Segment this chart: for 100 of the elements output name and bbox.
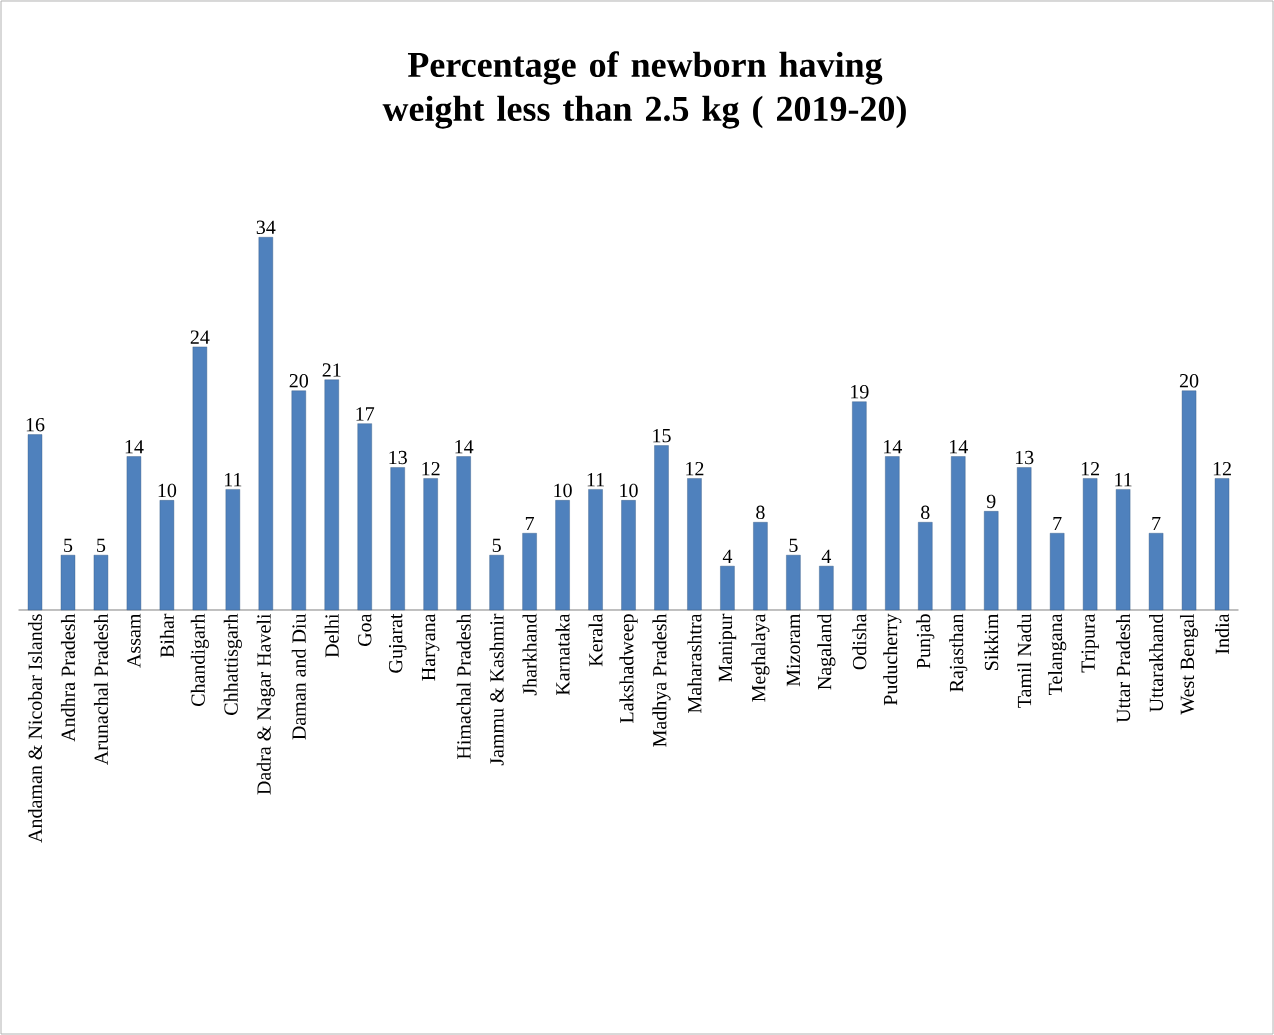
data-label: 24	[190, 330, 210, 344]
x-tick-label: India	[1215, 613, 1230, 654]
bar	[555, 500, 570, 611]
data-label: 7	[1152, 516, 1161, 531]
data-label: 7	[1053, 516, 1062, 531]
x-tick-label: Meghalaya	[751, 613, 770, 702]
data-label: 12	[1213, 462, 1231, 476]
bar	[93, 554, 109, 611]
data-label: 12	[422, 462, 440, 476]
x-tick-label: Daman and Diu	[291, 613, 306, 740]
data-label: 20	[1179, 374, 1199, 388]
bar	[654, 445, 669, 611]
bar	[786, 554, 801, 611]
x-tick-label: Maharashtra	[687, 613, 702, 713]
data-label: 12	[686, 462, 704, 476]
data-label: 4	[722, 549, 733, 563]
x-tick-label: Telangana	[1048, 613, 1067, 696]
data-label: 8	[756, 505, 765, 520]
x-tick-label: Tripura	[1081, 613, 1099, 673]
bar	[456, 456, 471, 611]
data-label: 11	[1115, 473, 1132, 487]
data-label: 14	[884, 440, 902, 454]
bar	[423, 478, 438, 611]
bar	[1148, 533, 1164, 611]
bar	[390, 467, 405, 611]
x-tick-label: Sikkim	[984, 613, 999, 670]
x-tick-label: Puducherry	[883, 613, 902, 706]
x-tick-label: Kerala	[588, 613, 603, 667]
data-label: 13	[1015, 450, 1034, 465]
x-tick-label: Assam	[127, 613, 141, 668]
bar	[489, 554, 504, 611]
x-tick-label: Goa	[358, 613, 372, 647]
data-label: 34	[256, 220, 276, 235]
data-label: 14	[455, 440, 474, 454]
bar	[225, 489, 241, 611]
data-label: 5	[789, 538, 798, 552]
bar	[984, 511, 999, 611]
x-tick-label: Chhattisgarh	[223, 613, 242, 715]
data-label: 11	[587, 473, 604, 487]
bar	[720, 565, 735, 611]
data-label: 21	[322, 363, 341, 377]
x-tick-label: Andaman & Nicobar Islands	[27, 614, 43, 843]
x-tick-label: Punjab	[916, 614, 935, 669]
bar	[588, 489, 603, 611]
data-label: 10	[554, 483, 572, 498]
x-tick-label: Uttarakhand	[1149, 613, 1164, 712]
x-tick-label: Himachal Pradesh	[456, 613, 471, 760]
bar	[1082, 478, 1098, 611]
x-tick-label: Arunachal Pradesh	[93, 613, 108, 765]
x-tick-label: Jammu & Kashmir	[489, 613, 504, 766]
data-label: 10	[158, 483, 177, 498]
data-label: 20	[289, 374, 309, 388]
x-tick-label: Lakshadweep	[619, 614, 638, 723]
bar	[852, 401, 867, 611]
bar	[1049, 533, 1065, 611]
data-label: 12	[1081, 462, 1100, 476]
x-tick-label: Nagaland	[817, 613, 836, 690]
x-tick-label: Uttar Pradesh	[1116, 613, 1131, 723]
data-label: 5	[97, 538, 106, 552]
x-tick-label: Bihar	[159, 613, 174, 658]
x-tick-label: Odisha	[852, 613, 867, 670]
x-tick-label: Delhi	[324, 613, 339, 658]
x-tick-label: Andhra Pradesh	[60, 613, 76, 742]
data-label: 5	[64, 538, 73, 552]
x-tick-label: Rajasthan	[949, 613, 968, 692]
x-tick-label: Jharkhand	[522, 613, 537, 696]
data-label: 11	[224, 473, 242, 487]
x-tick-label: Manipur	[718, 613, 737, 682]
bar	[291, 390, 306, 611]
x-tick-label: Karnataka	[555, 613, 570, 696]
data-label: 14	[950, 440, 968, 454]
data-label: 16	[26, 417, 45, 432]
bar	[1016, 467, 1032, 611]
bar	[1181, 390, 1197, 611]
x-tick-label: Gujarat	[388, 613, 407, 673]
bar	[258, 237, 274, 611]
bar	[1214, 478, 1230, 611]
data-label: 17	[356, 407, 375, 421]
bar	[951, 456, 966, 611]
x-tick-label: West Bengal	[1179, 613, 1199, 715]
x-tick-label: Chandigarh	[190, 613, 209, 706]
bar	[126, 456, 142, 611]
data-label: 15	[653, 428, 671, 443]
data-label: 10	[620, 483, 638, 498]
bar	[192, 346, 208, 611]
bar	[819, 565, 834, 611]
x-tick-label: Dadra & Nagar Haveli	[256, 613, 275, 795]
data-label: 4	[821, 549, 832, 563]
x-tick-label: Mizoram	[786, 613, 801, 687]
data-label: 14	[125, 440, 144, 454]
x-tick-label: Haryana	[421, 613, 440, 681]
data-label: 5	[492, 538, 501, 552]
bar	[60, 554, 76, 611]
bar	[1115, 489, 1131, 611]
data-label: 8	[921, 505, 930, 520]
bar	[621, 500, 636, 611]
x-tick-label: Tamil Nadu	[1017, 613, 1032, 708]
bar	[918, 522, 933, 611]
bar	[357, 423, 372, 611]
data-label: 9	[986, 494, 996, 509]
